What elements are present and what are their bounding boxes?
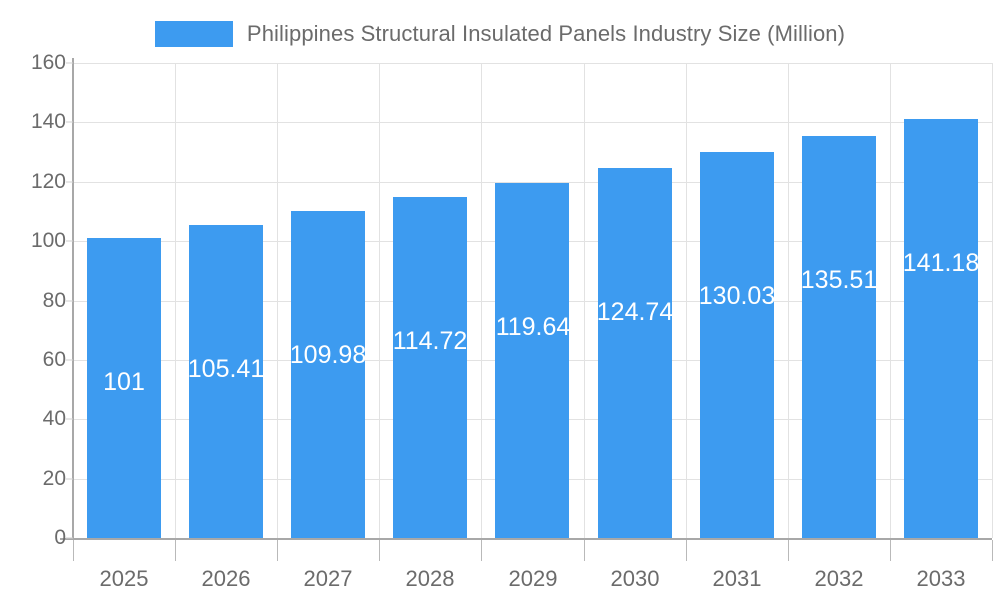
y-tick-mark [66,240,73,242]
bar-value-label: 130.03 [698,282,776,310]
y-tick-mark [66,418,73,420]
gridline-horizontal [73,63,992,64]
x-tick-label: 2025 [99,566,149,591]
y-tick-label: 140 [30,110,66,133]
x-tick-mark [584,540,585,561]
bar[interactable] [189,225,263,538]
bar-value-label: 109.98 [289,341,367,369]
y-tick-mark [66,181,73,183]
gridline-vertical [686,63,687,538]
x-tick-mark [992,540,993,561]
bar-value-label: 135.51 [800,266,878,294]
gridline-vertical [175,63,176,538]
x-tick-mark [73,540,74,561]
x-tick-label: 2030 [610,566,660,591]
x-tick-label: 2032 [814,566,864,591]
gridline-vertical [379,63,380,538]
legend-swatch-icon [154,21,233,47]
y-axis-ticks: 0 20 40 60 80 100 120 140 160 [0,51,73,549]
y-tick-label: 40 [42,407,66,430]
gridline-vertical [992,63,993,538]
x-tick-mark [788,540,789,561]
y-tick-label: 100 [30,229,66,252]
y-tick-mark [66,537,73,539]
bar-value-label: 105.41 [187,355,265,383]
bar[interactable] [904,119,978,538]
bar[interactable] [700,152,774,538]
x-tick-label: 2027 [303,566,353,591]
x-tick-mark [379,540,380,561]
bar-value-label: 141.18 [902,249,980,277]
bar[interactable] [598,168,672,538]
bar-value-label: 119.64 [495,313,571,341]
y-tick-label: 60 [42,348,66,371]
x-tick-label: 2026 [201,566,251,591]
y-axis-line [72,58,74,540]
gridline-horizontal [73,182,992,183]
x-tick-mark [481,540,482,561]
y-tick-mark [66,62,73,64]
chart-legend: Philippines Structural Insulated Panels … [0,14,1000,54]
x-axis-ticks: 2025 2026 2027 2028 2029 2030 2031 2032 2033 [0,540,1000,600]
x-tick-mark [890,540,891,561]
x-tick-mark [277,540,278,561]
y-tick-mark [66,121,73,123]
gridline-horizontal [73,122,992,123]
y-tick-label: 80 [42,289,66,312]
x-tick-label: 2028 [405,566,455,591]
bar[interactable] [393,197,467,538]
y-tick-mark [66,359,73,361]
x-tick-mark [175,540,176,561]
y-tick-label: 160 [30,51,66,74]
y-tick-mark [66,478,73,480]
x-tick-mark [686,540,687,561]
bar[interactable] [291,211,365,538]
y-tick-label: 0 [54,526,66,549]
bar-value-label: 114.72 [392,327,468,355]
y-tick-label: 120 [30,170,66,193]
y-tick-label: 20 [42,467,66,490]
gridline-vertical [890,63,891,538]
bar-value-label: 124.74 [596,298,674,326]
x-tick-label: 2031 [712,566,762,591]
x-axis-line [60,538,992,540]
x-tick-label: 2033 [916,566,966,591]
bar[interactable] [495,183,569,538]
legend-item-label: Philippines Structural Insulated Panels … [246,21,846,46]
x-tick-label: 2029 [508,566,558,591]
gridline-vertical [584,63,585,538]
bar-value-label: 101 [103,368,145,396]
bar[interactable] [802,136,876,538]
y-tick-mark [66,300,73,302]
gridline-vertical [481,63,482,538]
legend-item[interactable]: Philippines Structural Insulated Panels … [154,21,846,47]
gridline-vertical [277,63,278,538]
gridline-vertical [788,63,789,538]
bar[interactable] [87,238,161,538]
plot-area: 101 105.41 109.98 114.72 119.64 124.74 130.03 1… [73,63,993,539]
